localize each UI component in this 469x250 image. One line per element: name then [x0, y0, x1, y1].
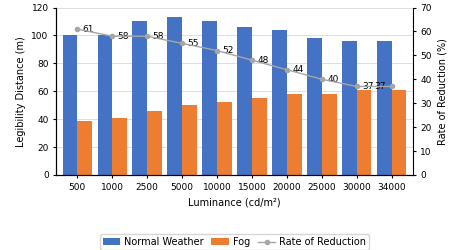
Bar — [132, 22, 147, 175]
Bar — [252, 98, 267, 175]
Rate of Reduction — [284, 68, 290, 71]
Text: 40: 40 — [327, 75, 339, 84]
Text: 37: 37 — [363, 82, 374, 91]
Bar — [307, 38, 322, 175]
Rate of Reduction — [249, 59, 255, 62]
Bar — [392, 90, 407, 175]
Text: 58: 58 — [118, 32, 129, 41]
Bar — [322, 94, 337, 175]
Bar — [217, 102, 232, 175]
X-axis label: Luminance (cd/m²): Luminance (cd/m²) — [188, 197, 281, 207]
Bar — [112, 118, 127, 175]
Bar — [98, 36, 112, 175]
Bar — [62, 36, 77, 175]
Line: Rate of Reduction: Rate of Reduction — [75, 27, 394, 88]
Bar — [167, 17, 182, 175]
Text: 37: 37 — [375, 82, 386, 91]
Bar — [182, 105, 197, 175]
Bar — [147, 111, 162, 175]
Text: 44: 44 — [293, 65, 304, 74]
Text: 58: 58 — [153, 32, 164, 41]
Rate of Reduction — [389, 85, 394, 88]
Rate of Reduction — [109, 35, 115, 38]
Bar — [357, 90, 371, 175]
Rate of Reduction — [75, 28, 80, 30]
Bar — [287, 94, 302, 175]
Rate of Reduction — [179, 42, 185, 45]
Bar — [342, 41, 357, 175]
Bar — [377, 41, 392, 175]
Y-axis label: Legibility Distance (m): Legibility Distance (m) — [16, 36, 26, 146]
Text: 52: 52 — [223, 46, 234, 55]
Rate of Reduction — [354, 85, 360, 88]
Text: 55: 55 — [188, 39, 199, 48]
Rate of Reduction — [319, 78, 325, 81]
Bar — [272, 30, 287, 175]
Text: 61: 61 — [83, 24, 94, 34]
Text: 48: 48 — [257, 56, 269, 65]
Rate of Reduction — [214, 49, 220, 52]
Y-axis label: Rate of Reduction (%): Rate of Reduction (%) — [438, 38, 447, 145]
Bar — [237, 27, 252, 175]
Bar — [77, 120, 92, 175]
Bar — [202, 22, 217, 175]
Rate of Reduction — [144, 35, 150, 38]
Legend: Normal Weather, Fog, Rate of Reduction: Normal Weather, Fog, Rate of Reduction — [100, 234, 369, 250]
